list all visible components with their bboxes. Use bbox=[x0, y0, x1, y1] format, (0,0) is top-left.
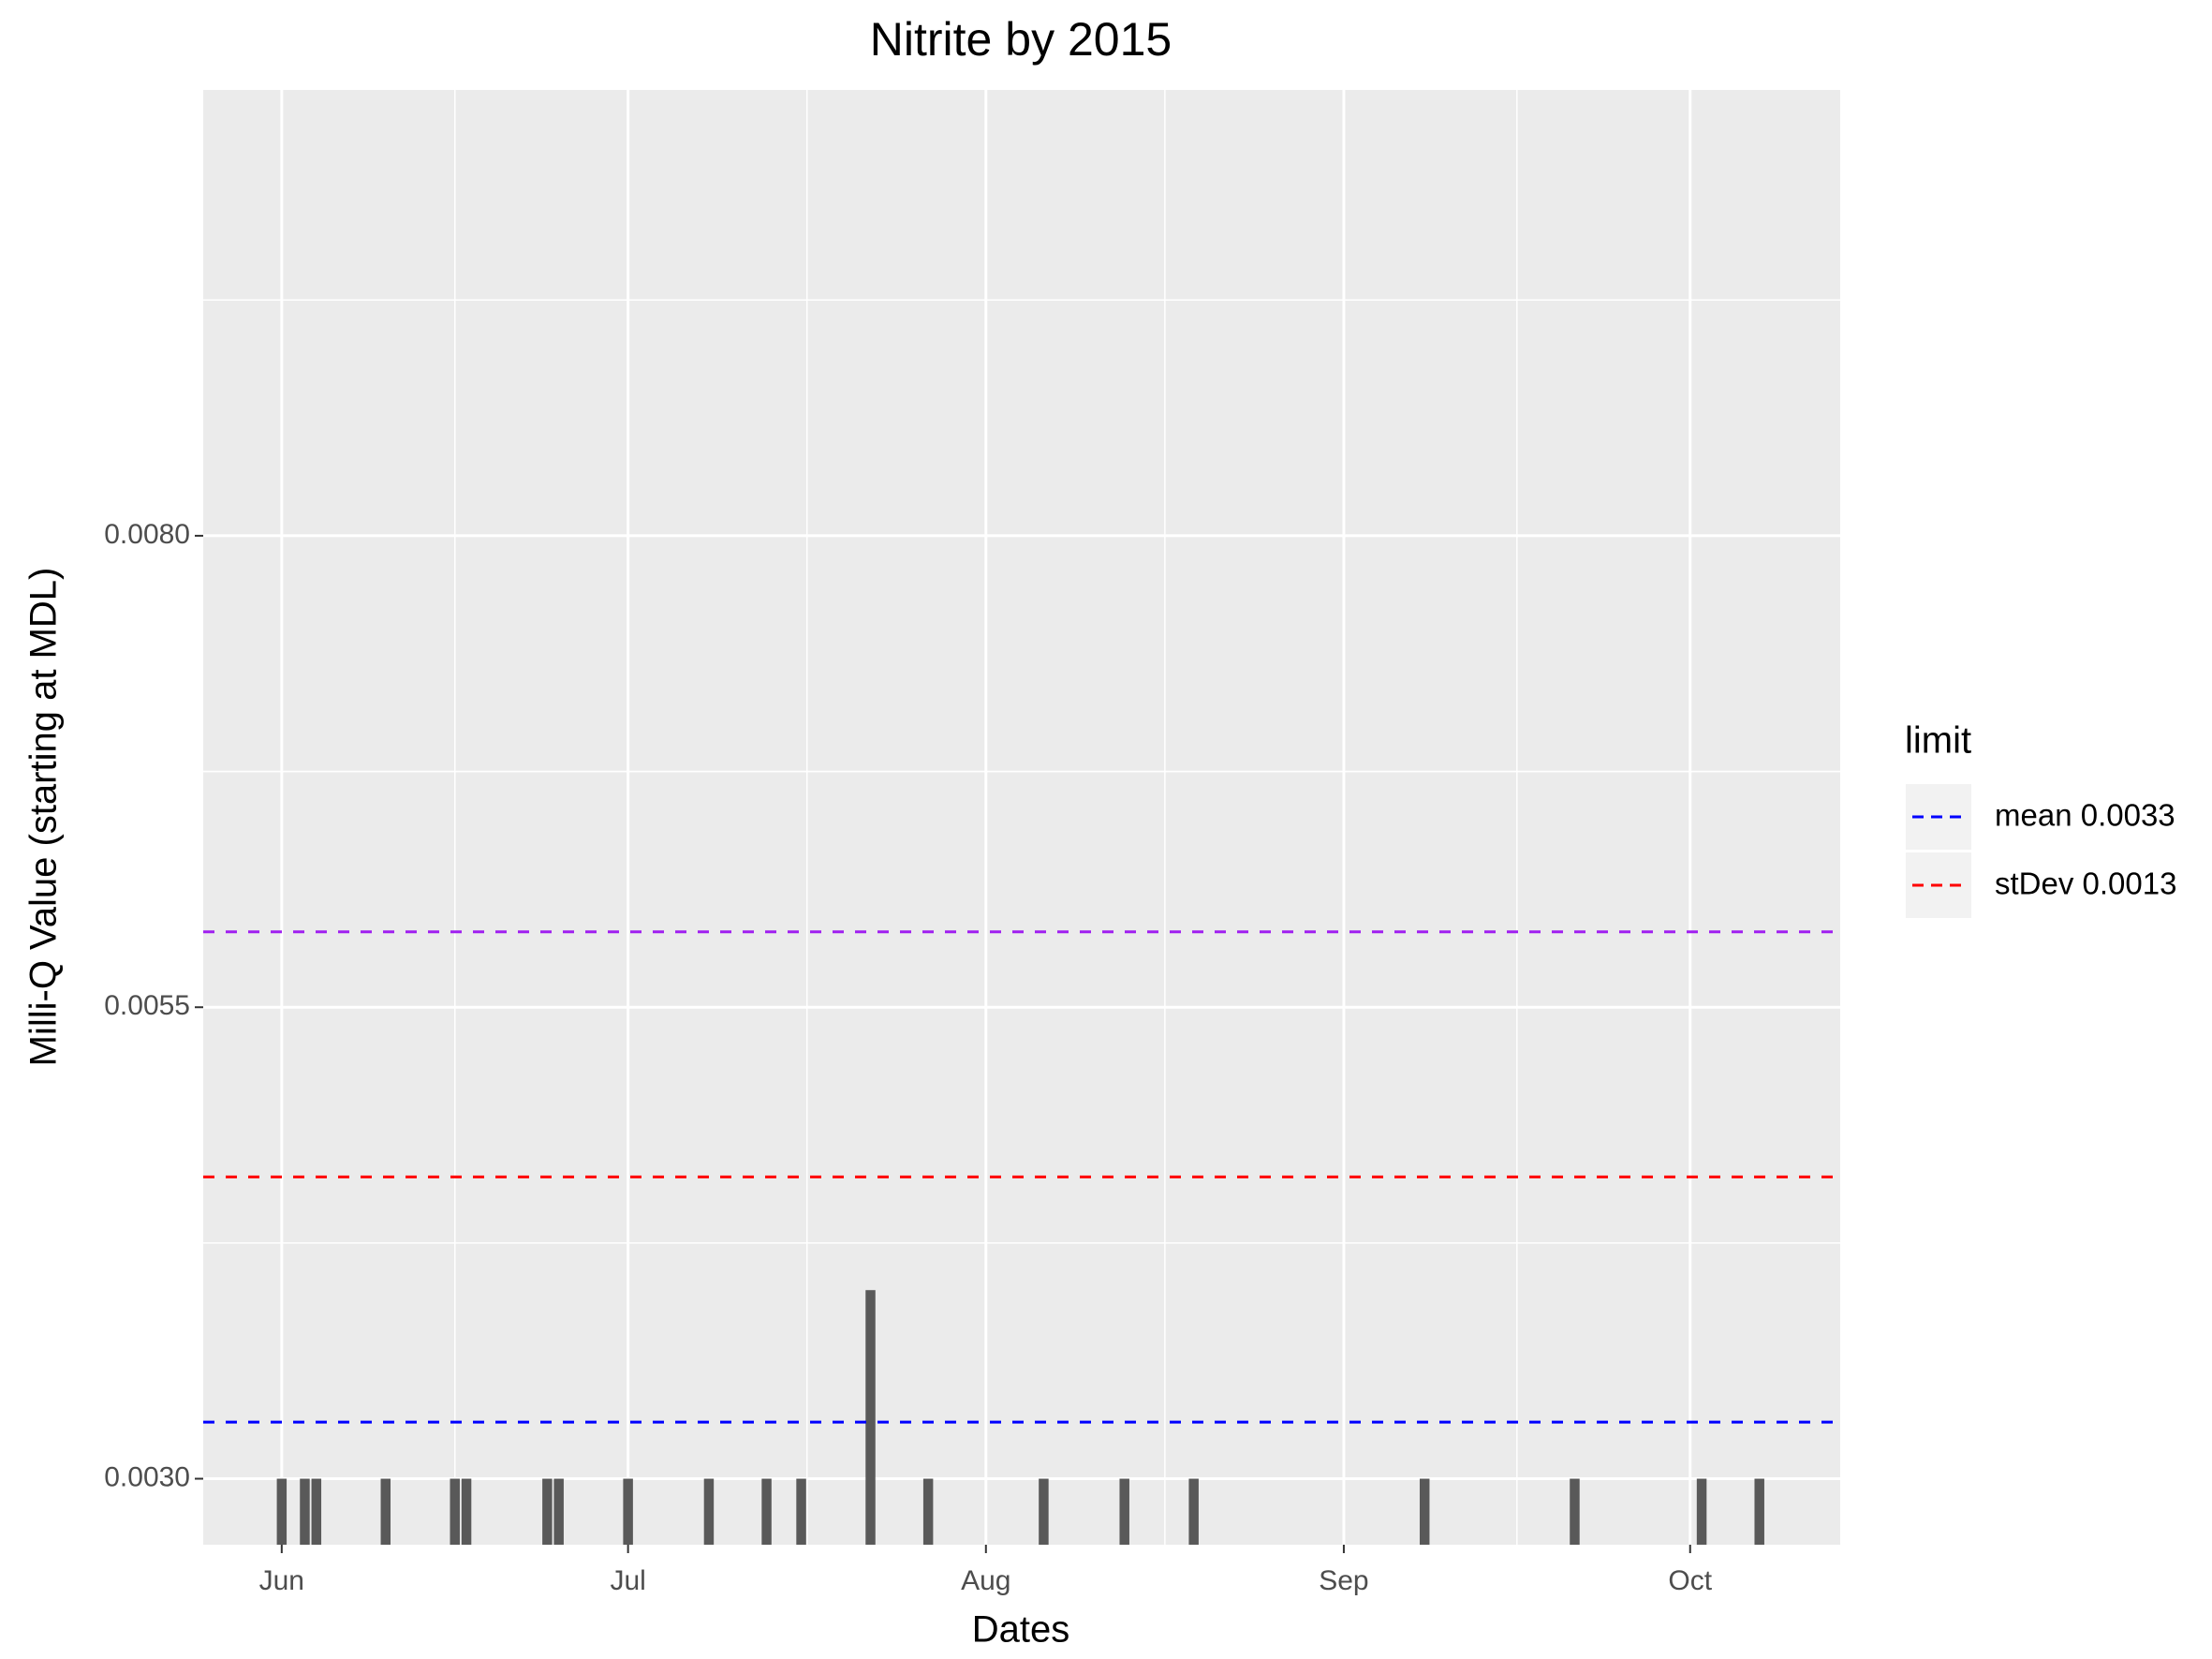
y-tick-label: 0.0080 bbox=[104, 519, 190, 550]
bar bbox=[311, 1478, 322, 1545]
y-axis-title: Milli-Q Value (starting at MDL) bbox=[23, 568, 65, 1067]
y-tick-label: 0.0055 bbox=[104, 990, 190, 1021]
bar bbox=[922, 1478, 934, 1545]
x-axis-title: Dates bbox=[972, 1609, 1070, 1651]
bar bbox=[276, 1478, 288, 1545]
chart-title: Nitrite by 2015 bbox=[870, 13, 1172, 66]
bar bbox=[1696, 1478, 1707, 1545]
bar bbox=[300, 1478, 310, 1545]
legend-label: mean 0.0033 bbox=[1995, 798, 2175, 833]
bar bbox=[865, 1290, 876, 1545]
bar bbox=[703, 1478, 715, 1545]
bar bbox=[1039, 1478, 1049, 1545]
y-tick-label: 0.0030 bbox=[104, 1461, 190, 1492]
bar bbox=[1419, 1478, 1430, 1545]
x-tick-label: Aug bbox=[961, 1565, 1010, 1596]
bar bbox=[1119, 1478, 1129, 1545]
bar bbox=[623, 1478, 633, 1545]
bar bbox=[1754, 1478, 1764, 1545]
legend-label: stDev 0.0013 bbox=[1995, 867, 2176, 901]
plot-panel bbox=[203, 90, 1840, 1545]
bar bbox=[553, 1478, 564, 1545]
bar bbox=[796, 1478, 806, 1545]
x-tick-label: Jul bbox=[610, 1565, 645, 1596]
bar bbox=[542, 1478, 553, 1545]
bar bbox=[761, 1478, 772, 1545]
bar bbox=[380, 1478, 391, 1545]
legend-title: limit bbox=[1905, 720, 1971, 762]
x-tick-label: Oct bbox=[1668, 1565, 1712, 1596]
x-tick-label: Jun bbox=[259, 1565, 304, 1596]
x-tick-label: Sep bbox=[1319, 1565, 1368, 1596]
bar bbox=[450, 1478, 460, 1545]
bar bbox=[1188, 1478, 1199, 1545]
bar bbox=[1570, 1478, 1580, 1545]
bar bbox=[461, 1478, 472, 1545]
